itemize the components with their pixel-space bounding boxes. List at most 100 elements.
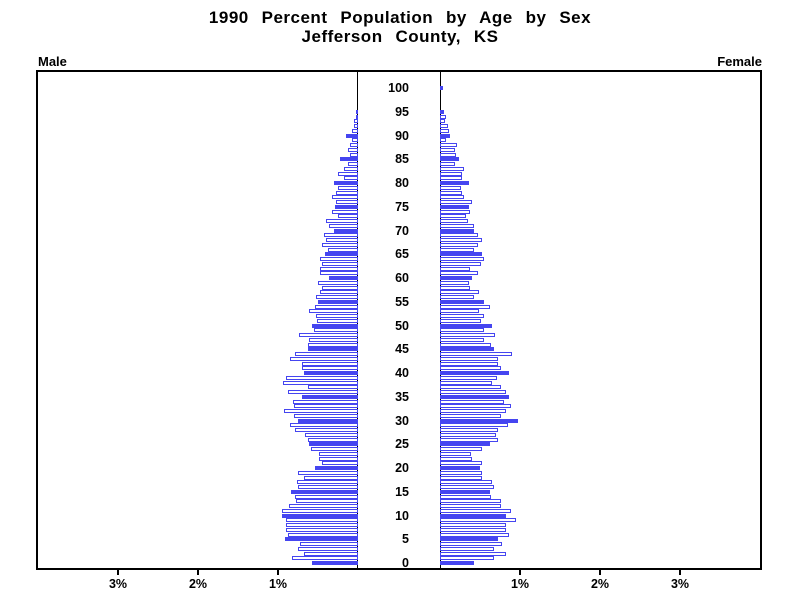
age-tick-label-90: 90 xyxy=(395,129,409,143)
age-tick-label-30: 30 xyxy=(395,414,409,428)
bar-female-age-21 xyxy=(440,461,482,465)
bar-female-age-9 xyxy=(440,518,516,522)
bar-male-age-72 xyxy=(326,219,358,223)
pct-tick-label-female-3: 3% xyxy=(670,577,690,591)
bar-female-age-95 xyxy=(440,110,444,114)
bar-female-age-35 xyxy=(440,395,509,399)
bar-male-age-62 xyxy=(320,267,358,271)
bar-female-age-6 xyxy=(440,533,509,537)
age-tick-label-35: 35 xyxy=(395,390,409,404)
bar-female-age-44 xyxy=(440,352,512,356)
bar-male-age-7 xyxy=(286,528,358,532)
bar-female-age-52 xyxy=(440,314,484,318)
bar-male-age-76 xyxy=(336,200,358,204)
age-tick-label-5: 5 xyxy=(402,532,409,546)
bar-female-age-36 xyxy=(440,390,506,394)
bar-female-age-28 xyxy=(440,428,498,432)
age-tick-label-85: 85 xyxy=(395,152,409,166)
bar-female-age-83 xyxy=(440,167,464,171)
bar-female-age-0 xyxy=(440,561,474,565)
bar-female-age-59 xyxy=(440,281,469,285)
bar-male-age-75 xyxy=(335,205,358,209)
bar-male-age-85 xyxy=(340,157,358,161)
bar-female-age-76 xyxy=(440,200,472,204)
age-tick-label-20: 20 xyxy=(395,461,409,475)
bar-female-age-30 xyxy=(440,419,518,423)
bar-female-age-19 xyxy=(440,471,482,475)
pct-tick-female-2 xyxy=(599,569,601,575)
bar-female-age-12 xyxy=(440,504,501,508)
age-tick-label-75: 75 xyxy=(395,200,409,214)
bar-female-age-8 xyxy=(440,523,506,527)
bar-male-age-43 xyxy=(290,357,358,361)
bar-female-age-3 xyxy=(440,547,494,551)
chart-title-line1: 1990 Percent Population by Age by Sex xyxy=(208,8,592,27)
bar-female-age-84 xyxy=(440,162,455,166)
bar-male-age-44 xyxy=(295,352,358,356)
bar-female-age-31 xyxy=(440,414,501,418)
bar-female-age-50 xyxy=(440,324,492,328)
bar-female-age-2 xyxy=(440,552,506,556)
bar-male-age-69 xyxy=(324,233,358,237)
bar-female-age-48 xyxy=(440,333,495,337)
bar-female-age-92 xyxy=(440,124,448,128)
bar-female-age-5 xyxy=(440,537,498,541)
bar-female-age-46 xyxy=(440,343,491,347)
bar-male-age-31 xyxy=(294,414,358,418)
age-tick-label-60: 60 xyxy=(395,271,409,285)
pct-tick-male-2 xyxy=(197,569,199,575)
bar-female-age-39 xyxy=(440,376,497,380)
bar-female-age-15 xyxy=(440,490,490,494)
bar-male-age-66 xyxy=(328,248,358,252)
bar-male-age-52 xyxy=(316,314,358,318)
bar-female-age-82 xyxy=(440,172,462,176)
age-tick-label-0: 0 xyxy=(402,556,409,570)
age-tick-label-45: 45 xyxy=(395,342,409,356)
bar-male-age-42 xyxy=(302,362,358,366)
bar-male-age-14 xyxy=(295,495,358,499)
bar-male-age-93 xyxy=(354,119,358,123)
age-tick-label-65: 65 xyxy=(395,247,409,261)
bar-male-age-46 xyxy=(308,343,358,347)
bar-male-age-65 xyxy=(325,252,358,256)
pct-tick-label-male-2: 2% xyxy=(188,577,208,591)
bar-female-age-93 xyxy=(440,119,445,123)
bar-female-age-72 xyxy=(440,219,468,223)
bar-male-age-82 xyxy=(338,172,358,176)
bar-male-age-67 xyxy=(322,243,358,247)
bar-male-age-26 xyxy=(308,438,358,442)
bar-female-age-27 xyxy=(440,433,496,437)
bar-male-age-16 xyxy=(298,485,358,489)
female-panel-label: Female xyxy=(717,54,762,69)
bar-female-age-100 xyxy=(440,86,443,90)
bar-male-age-45 xyxy=(308,347,358,351)
bar-male-age-59 xyxy=(318,281,358,285)
bar-male-age-24 xyxy=(311,447,358,451)
bar-female-age-91 xyxy=(440,129,449,133)
bar-female-age-62 xyxy=(440,267,470,271)
pct-tick-label-female-1: 1% xyxy=(510,577,530,591)
bar-female-age-1 xyxy=(440,556,494,560)
bar-male-age-51 xyxy=(317,319,358,323)
bar-female-age-4 xyxy=(440,542,502,546)
bar-male-age-83 xyxy=(344,167,358,171)
bar-female-age-13 xyxy=(440,499,501,503)
bar-male-age-87 xyxy=(348,148,358,152)
bar-male-age-81 xyxy=(344,176,358,180)
bar-male-age-36 xyxy=(288,390,358,394)
bar-female-age-51 xyxy=(440,319,481,323)
bar-female-age-47 xyxy=(440,338,484,342)
bar-female-age-7 xyxy=(440,528,506,532)
bar-male-age-77 xyxy=(332,195,358,199)
bar-female-age-94 xyxy=(440,115,446,119)
bar-male-age-20 xyxy=(315,466,358,470)
bar-female-age-90 xyxy=(440,134,450,138)
bar-male-age-9 xyxy=(286,518,358,522)
age-tick-label-15: 15 xyxy=(395,485,409,499)
bar-female-age-65 xyxy=(440,252,482,256)
bar-male-age-49 xyxy=(314,328,358,332)
age-tick-label-40: 40 xyxy=(395,366,409,380)
age-tick-label-95: 95 xyxy=(395,105,409,119)
bar-female-age-79 xyxy=(440,186,461,190)
